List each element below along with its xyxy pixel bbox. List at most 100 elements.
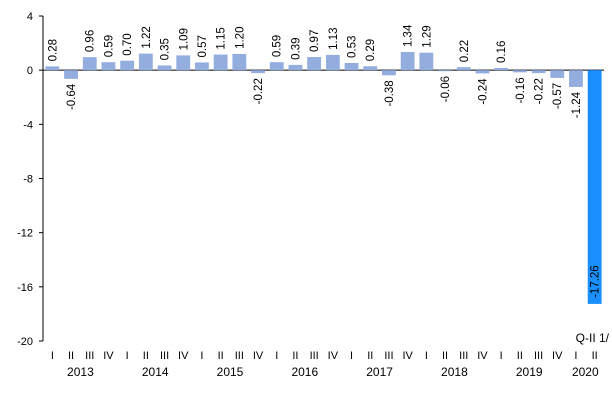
year-label: 2014: [142, 365, 169, 379]
bar: [82, 57, 97, 71]
y-tick-label: 0: [27, 65, 33, 77]
y-tick-label: -12: [17, 228, 33, 240]
quarter-label: II: [218, 350, 224, 362]
data-label: -17.26: [590, 265, 602, 298]
bar: [45, 66, 60, 71]
y-tick-label: 4: [27, 11, 33, 23]
data-label: 1.15: [216, 27, 228, 49]
data-label: 0.96: [85, 30, 97, 52]
quarter-label: II: [143, 350, 149, 362]
quarter-label: III: [160, 350, 169, 362]
quarter-label: I: [275, 350, 278, 362]
bar: [344, 62, 359, 71]
data-label: 0.16: [496, 41, 508, 63]
data-label: 0.39: [290, 37, 302, 59]
data-label: 1.22: [141, 26, 153, 48]
quarter-label: III: [310, 350, 319, 362]
quarter-label: IV: [103, 350, 114, 362]
quarter-label: I: [425, 350, 428, 362]
data-label: 1.20: [234, 27, 246, 49]
bar: [494, 68, 509, 71]
bar: [382, 70, 396, 76]
bar: [587, 70, 602, 304]
data-label: 0.22: [459, 40, 471, 62]
quarter-label: II: [68, 350, 74, 362]
quarter-label: III: [235, 350, 244, 362]
bar: [157, 65, 172, 71]
quarter-label: IV: [178, 350, 189, 362]
year-label: 2013: [67, 365, 94, 379]
quarter-label: IV: [552, 350, 563, 362]
data-label: 0.57: [197, 35, 209, 57]
data-label: -0.24: [477, 78, 489, 105]
bar: [438, 70, 452, 72]
quarter-label: III: [534, 350, 543, 362]
data-label: 1.34: [403, 24, 415, 47]
y-tick-label: -8: [23, 174, 33, 186]
bar: [64, 70, 78, 79]
data-label: -0.22: [534, 78, 546, 104]
bar: [288, 64, 303, 71]
bar: [307, 57, 322, 71]
quarter-label: II: [517, 350, 523, 362]
bar: [325, 54, 340, 71]
data-label: -1.24: [571, 91, 583, 118]
bar: [120, 60, 135, 71]
bar: [138, 53, 153, 71]
year-label: 2016: [291, 365, 318, 379]
y-tick-label: -16: [17, 282, 33, 294]
data-label: -0.57: [552, 83, 564, 109]
bar: [213, 54, 228, 71]
y-tick-label: -20: [17, 336, 33, 348]
y-tick-label: -4: [23, 119, 33, 131]
bar: [176, 55, 191, 71]
data-label: 0.29: [365, 39, 377, 61]
year-label: 2017: [366, 365, 393, 379]
data-label: 0.97: [309, 30, 321, 52]
x-axis-labels: I II III IV I II III IV I II III IV I II III IV I II III IV…: [51, 350, 599, 379]
quarter-label: III: [459, 350, 468, 362]
data-label: -0.38: [384, 80, 396, 106]
data-label: -0.06: [440, 76, 452, 102]
quarter-label: I: [200, 350, 203, 362]
year-label: 2019: [516, 365, 543, 379]
data-label: -0.22: [253, 78, 265, 104]
data-label: 0.35: [160, 38, 172, 60]
quarter-label: IV: [328, 350, 339, 362]
data-labels: 0.28 -0.64 0.96 0.59 0.70 1.22 0.35 1.09 0.57 1.1…: [47, 24, 601, 298]
bar: [569, 70, 583, 87]
chart-bars: [45, 52, 602, 304]
bar: [195, 62, 209, 71]
quarter-label: II: [592, 350, 598, 362]
bar: [269, 62, 284, 71]
quarter-label: III: [85, 350, 94, 362]
bar: [475, 70, 490, 74]
quarter-label: I: [350, 350, 353, 362]
data-label: -0.16: [515, 77, 527, 103]
y-axis-ticks: 4 0 -4 -8 -12 -16 -20: [17, 11, 43, 348]
bar: [251, 70, 265, 74]
quarter-label: IV: [253, 350, 264, 362]
data-label: -0.64: [66, 83, 78, 110]
data-label: 0.53: [347, 36, 359, 58]
quarter-label: II: [442, 350, 448, 362]
bar: [512, 70, 527, 73]
data-label: 1.29: [421, 25, 433, 47]
bar: [101, 62, 116, 71]
quarter-label: I: [51, 350, 54, 362]
year-label: 2018: [441, 365, 468, 379]
data-label: 0.28: [47, 39, 59, 61]
bar: [419, 52, 434, 71]
bar: [363, 66, 378, 71]
quarter-label: I: [126, 350, 129, 362]
bar: [531, 70, 546, 74]
quarter-label: III: [384, 350, 393, 362]
bar: [550, 70, 565, 78]
quarter-label: IV: [477, 350, 488, 362]
data-label: 0.59: [272, 35, 284, 57]
bar: [456, 67, 471, 71]
quarter-label: IV: [402, 350, 413, 362]
highlight-annotation: Q-II 1/: [576, 331, 610, 345]
data-label: 1.09: [178, 28, 190, 50]
